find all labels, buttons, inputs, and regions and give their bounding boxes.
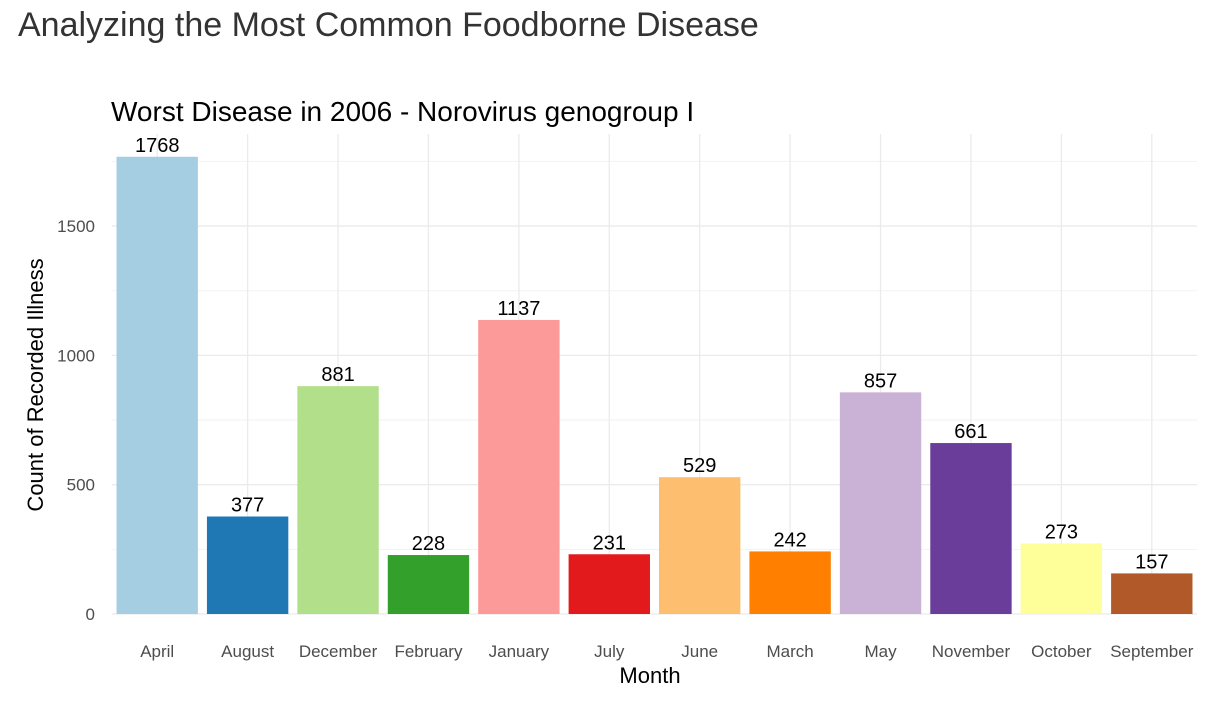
bar-august [206,516,289,614]
y-tick-label: 1500 [57,217,95,236]
bar-december [297,386,379,614]
x-tick-label: June [681,642,718,661]
bar-value-label: 1137 [497,298,540,320]
x-tick-label: April [140,642,174,661]
bar-october [1020,543,1103,614]
x-tick-label: January [489,642,550,661]
data-labels: 1768 377 881 228 1137 231 529 242 857 661 273 157 [135,135,1169,574]
bar-march [749,551,831,614]
bar-value-label: 857 [864,370,897,392]
page-title: Analyzing the Most Common Foodborne Dise… [18,6,759,44]
bar-february [387,555,470,614]
bar-june [659,477,741,614]
bar-september [1111,573,1193,614]
x-tick-label: November [932,642,1011,661]
x-tick-label: September [1110,642,1193,661]
bar-value-label: 231 [593,532,626,554]
bar-value-label: 881 [321,364,354,386]
x-axis-ticks: April August December February January July Ju… [140,642,1194,661]
x-tick-label: March [767,642,814,661]
x-tick-label: August [221,642,274,661]
bar-april [116,156,198,615]
y-tick-label: 1000 [57,346,95,365]
x-tick-label: October [1031,642,1092,661]
bar-july [568,554,650,614]
y-tick-label: 0 [86,605,95,624]
bar-value-label: 157 [1135,551,1168,573]
bar-value-label: 1768 [135,135,180,157]
chart-title: Worst Disease in 2006 - Norovirus genogr… [111,96,694,127]
bar-january [478,319,560,614]
x-tick-label: May [864,642,897,661]
bar-value-label: 377 [231,495,264,517]
bar-value-label: 228 [412,533,445,555]
bar-value-label: 661 [954,421,987,443]
bar-value-label: 242 [773,529,806,551]
bar-may [839,392,922,614]
bar-value-label: 529 [683,455,716,477]
y-axis-title: Count of Recorded Illness [23,258,48,511]
bars [116,156,1193,615]
y-tick-label: 500 [67,476,95,495]
x-tick-label: July [594,642,625,661]
bar-november [930,443,1012,614]
bar-value-label: 273 [1045,521,1078,543]
x-tick-label: February [394,642,463,661]
y-axis-ticks: 0 500 1000 1500 [57,217,95,624]
x-axis-title: Month [619,663,680,688]
x-tick-label: December [299,642,378,661]
